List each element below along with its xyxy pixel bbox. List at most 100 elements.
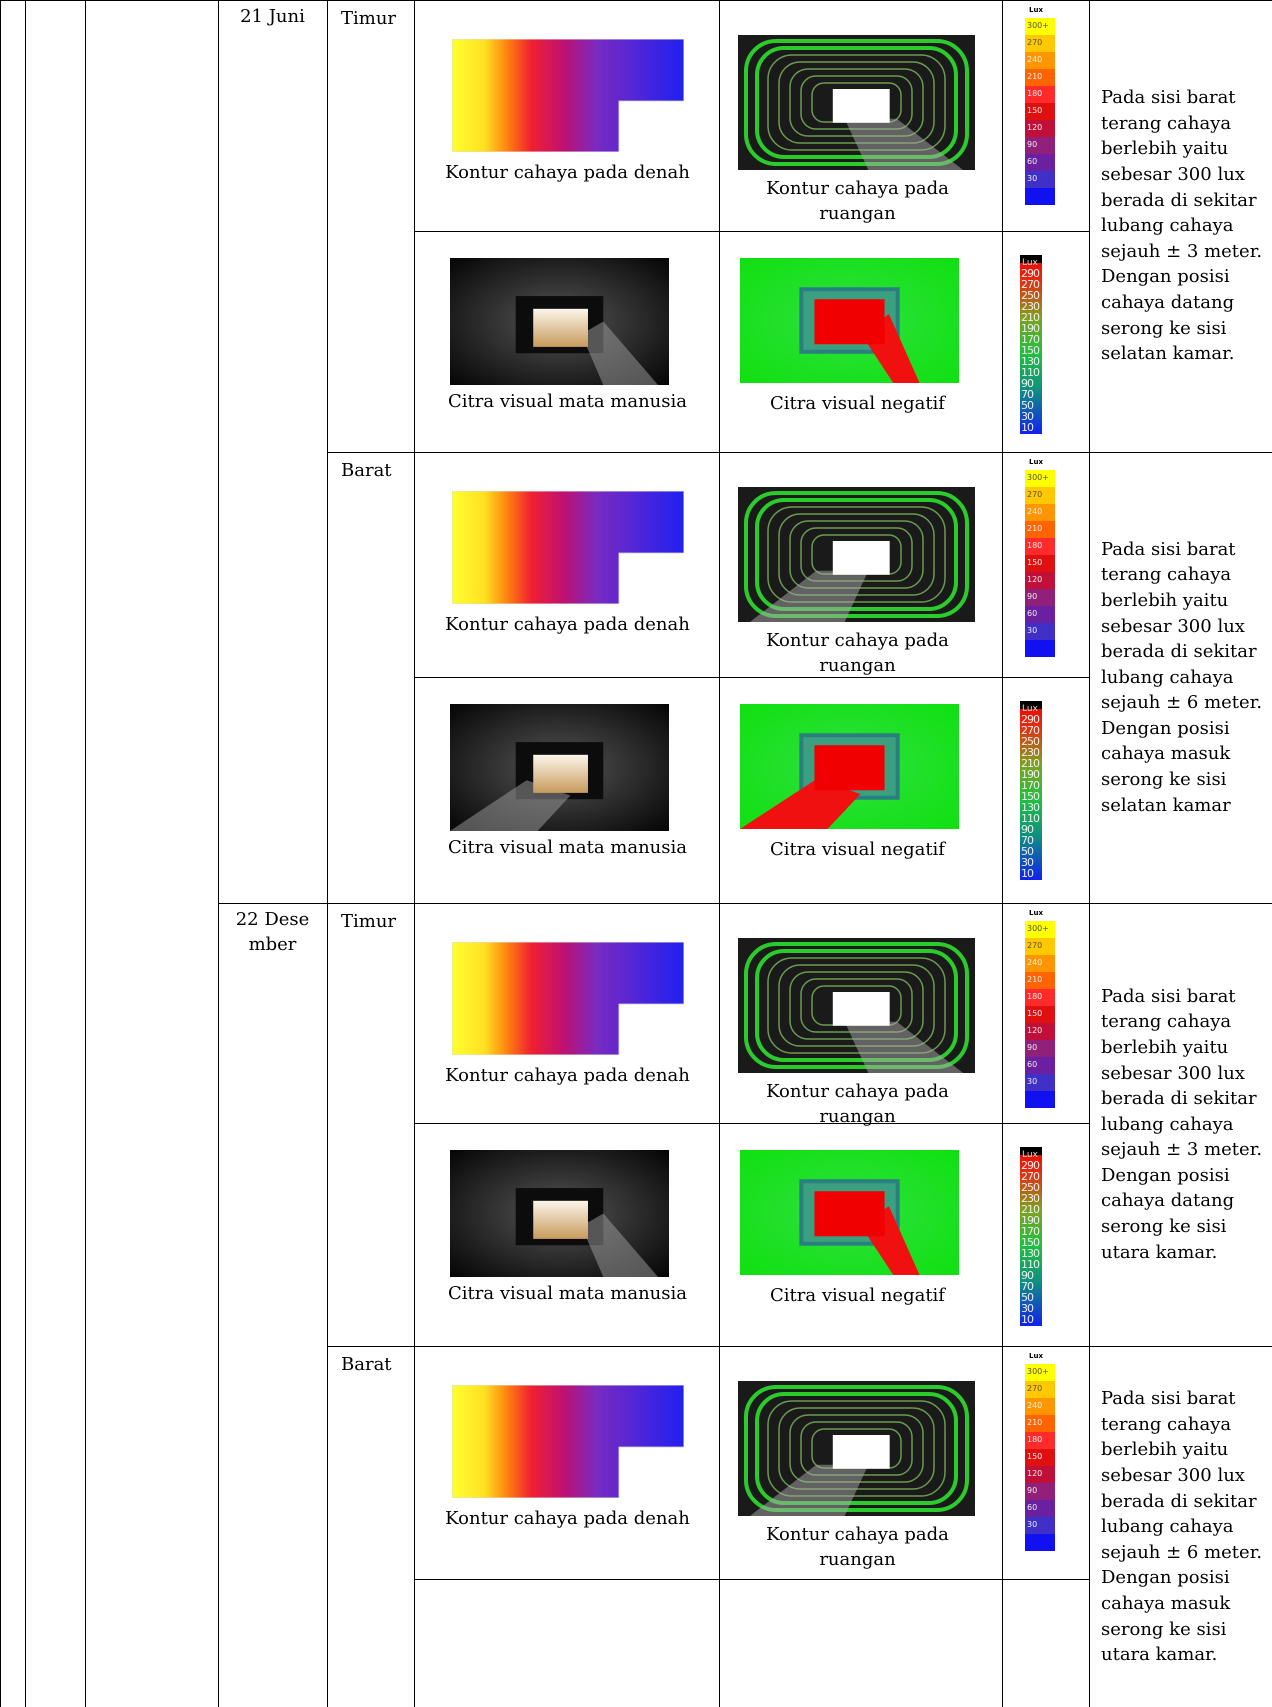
direction-cell bbox=[327, 452, 415, 904]
caption: Kontur cahaya pada ruangan bbox=[730, 176, 985, 226]
description-text: Pada sisi barat terang cahaya berlebih y… bbox=[1101, 1386, 1266, 1668]
legend-label: 30 bbox=[1027, 1077, 1037, 1086]
legend-swatch bbox=[1025, 640, 1055, 657]
legend-label: 30 bbox=[1027, 1520, 1037, 1529]
rect-shape bbox=[814, 299, 884, 344]
description-text: Pada sisi barat terang cahaya berlebih y… bbox=[1101, 537, 1266, 819]
legend-cell bbox=[1002, 231, 1090, 453]
legend-label: 150 bbox=[1027, 558, 1042, 567]
legend-label: 120 bbox=[1027, 1469, 1042, 1478]
legend-label: 180 bbox=[1027, 541, 1042, 550]
caption: Kontur cahaya pada denah bbox=[440, 160, 695, 185]
ruangan-image bbox=[738, 35, 975, 170]
caption: Kontur cahaya pada denah bbox=[440, 1506, 695, 1531]
empty-cell bbox=[25, 0, 86, 1707]
legend-label: 30 bbox=[1027, 174, 1037, 183]
caption: Kontur cahaya pada ruangan bbox=[730, 1079, 985, 1129]
legend-label: 300+ bbox=[1027, 21, 1049, 30]
legend-label: 270 bbox=[1027, 941, 1042, 950]
legend-label: 60 bbox=[1027, 1503, 1037, 1512]
rect-shape bbox=[833, 1435, 890, 1469]
legend-label: 240 bbox=[1027, 55, 1042, 64]
denah-image bbox=[452, 39, 684, 152]
legend-label: 60 bbox=[1027, 1060, 1037, 1069]
legend-label: 10 bbox=[1021, 422, 1033, 433]
legend-label: 120 bbox=[1027, 575, 1042, 584]
legend-unit: Lux bbox=[1029, 6, 1043, 14]
caption: Kontur cahaya pada ruangan bbox=[730, 628, 985, 678]
legend-label: 210 bbox=[1027, 72, 1042, 81]
legend-label: 90 bbox=[1027, 1486, 1037, 1495]
description-text: Pada sisi barat terang cahaya berlebih y… bbox=[1101, 85, 1266, 367]
rect-shape bbox=[533, 755, 588, 793]
rect-shape bbox=[814, 1191, 884, 1236]
legend-cell bbox=[1002, 1579, 1090, 1707]
caption: Citra visual mata manusia bbox=[440, 835, 695, 860]
direction: Barat bbox=[341, 458, 392, 483]
rect-shape bbox=[814, 745, 884, 790]
legend-swatch bbox=[1025, 1091, 1055, 1108]
eye-image bbox=[450, 258, 669, 385]
legend-label: 210 bbox=[1027, 975, 1042, 984]
polygon-shape bbox=[452, 942, 684, 1055]
legend-unit: Lux bbox=[1029, 458, 1043, 466]
legend-label: 300+ bbox=[1027, 924, 1049, 933]
date: 21 Juni bbox=[228, 4, 317, 29]
legend-label: 180 bbox=[1027, 89, 1042, 98]
legend-unit: Lux bbox=[1029, 1352, 1043, 1360]
description: Pada sisi barat terang cahaya berlebih y… bbox=[1089, 452, 1272, 903]
negative-image bbox=[740, 258, 959, 383]
legend-label: 210 bbox=[1027, 1418, 1042, 1427]
polygon-shape bbox=[452, 39, 684, 152]
legend-label: 210 bbox=[1027, 524, 1042, 533]
legend-label: 180 bbox=[1027, 1435, 1042, 1444]
legend-label: 240 bbox=[1027, 958, 1042, 967]
legend-label: 90 bbox=[1027, 592, 1037, 601]
legend-label: 90 bbox=[1027, 1043, 1037, 1052]
direction-cell bbox=[327, 0, 415, 453]
direction-cell bbox=[327, 1346, 415, 1707]
legend-label: 270 bbox=[1027, 1384, 1042, 1393]
denah-image bbox=[452, 1385, 684, 1498]
caption: Kontur cahaya pada denah bbox=[440, 1063, 695, 1088]
legend-label: 270 bbox=[1027, 490, 1042, 499]
legend-label: 60 bbox=[1027, 157, 1037, 166]
direction: Timur bbox=[341, 909, 396, 934]
polygon-shape bbox=[452, 1385, 684, 1498]
date-cell bbox=[218, 903, 328, 1707]
legend-unit: Lux bbox=[1029, 909, 1043, 917]
caption: Citra visual negatif bbox=[730, 837, 985, 862]
negative-image bbox=[740, 704, 959, 829]
legend-label: 300+ bbox=[1027, 1367, 1049, 1376]
legend-label: 240 bbox=[1027, 507, 1042, 516]
ruangan-image bbox=[738, 938, 975, 1073]
rect-shape bbox=[833, 992, 890, 1026]
legend-label: 150 bbox=[1027, 106, 1042, 115]
legend-label: 120 bbox=[1027, 123, 1042, 132]
legend-label: 90 bbox=[1027, 140, 1037, 149]
ruangan-image bbox=[738, 1381, 975, 1516]
empty-cell bbox=[0, 0, 26, 1707]
legend-label: 240 bbox=[1027, 1401, 1042, 1410]
legend-swatch bbox=[1025, 1534, 1055, 1551]
legend-label: 30 bbox=[1027, 626, 1037, 635]
empty-cell bbox=[85, 0, 219, 1707]
legend-label: 60 bbox=[1027, 609, 1037, 618]
legend-label: 10 bbox=[1021, 1314, 1033, 1325]
legend-label: 120 bbox=[1027, 1026, 1042, 1035]
direction-cell bbox=[327, 903, 415, 1347]
caption: Kontur cahaya pada denah bbox=[440, 612, 695, 637]
eye-image bbox=[450, 704, 669, 831]
legend-swatch bbox=[1025, 188, 1055, 205]
legend-cell bbox=[1002, 1123, 1090, 1347]
date: 22 Desember bbox=[228, 907, 317, 957]
description: Pada sisi barat terang cahaya berlebih y… bbox=[1089, 1346, 1272, 1707]
legend-label: 150 bbox=[1027, 1009, 1042, 1018]
image-cell bbox=[719, 1579, 1003, 1707]
rect-shape bbox=[833, 89, 890, 123]
caption: Citra visual mata manusia bbox=[440, 389, 695, 414]
description: Pada sisi barat terang cahaya berlebih y… bbox=[1089, 903, 1272, 1346]
legend-cell bbox=[1002, 677, 1090, 904]
legend-label: 150 bbox=[1027, 1452, 1042, 1461]
image-cell bbox=[414, 1579, 720, 1707]
